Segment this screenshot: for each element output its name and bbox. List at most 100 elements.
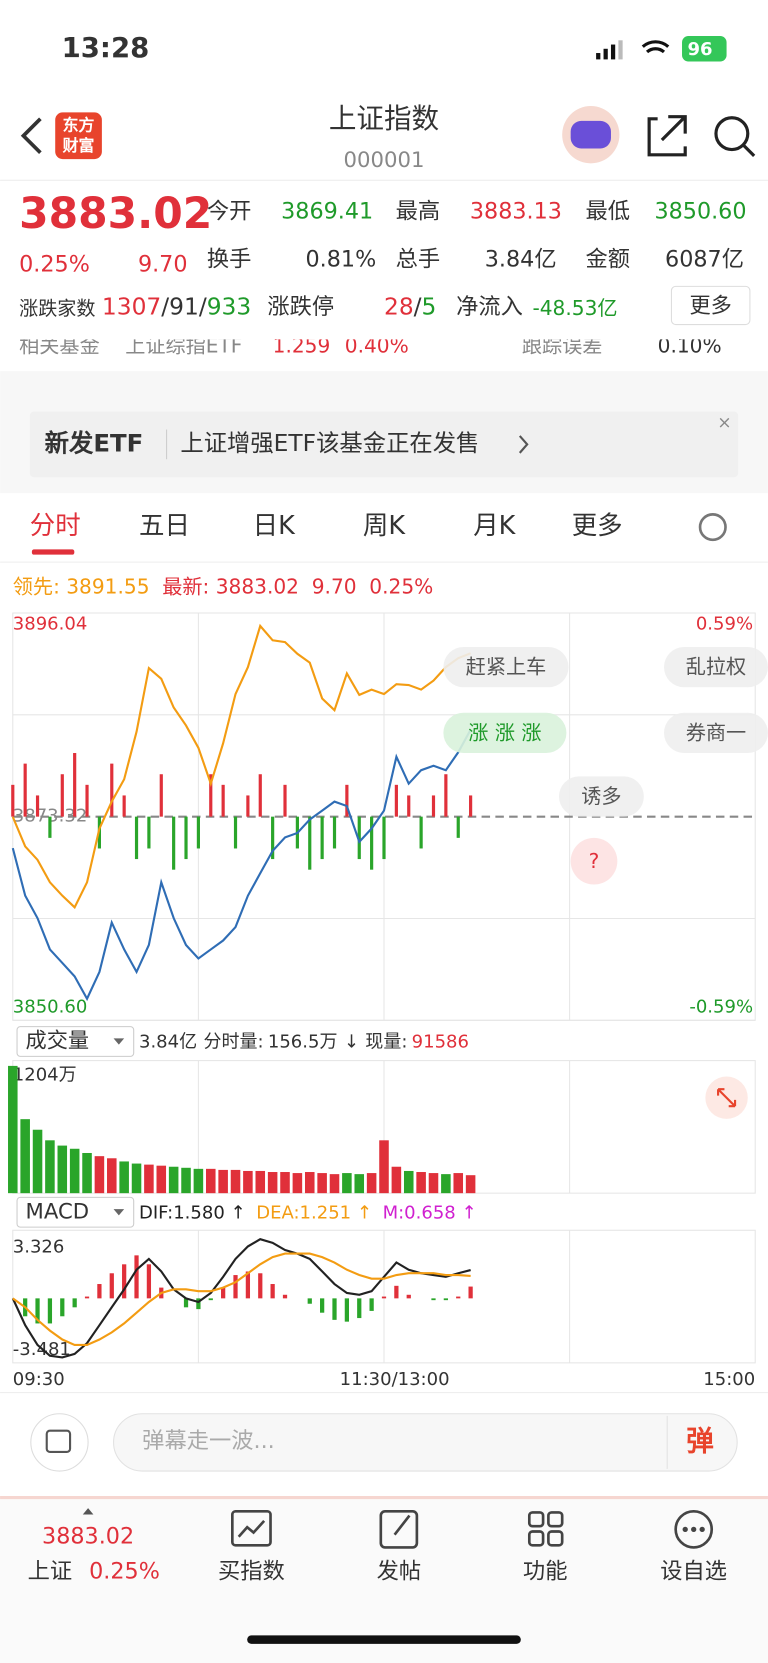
macd-bar: [208, 1298, 213, 1301]
tab[interactable]: 月K: [473, 511, 516, 541]
macd-bar: [406, 1294, 411, 1299]
share-button[interactable]: [647, 115, 687, 157]
macd-bar: [357, 1298, 362, 1319]
icon-grid: [547, 1511, 564, 1528]
strength-bar: [357, 816, 361, 860]
nav-price: 3883.02: [42, 1523, 134, 1549]
macd-bar: [332, 1298, 337, 1320]
danmaku-pill[interactable]: [443, 712, 567, 754]
volume-bar: [181, 1167, 191, 1194]
more-dots: [682, 1526, 705, 1533]
strength-bar: [159, 774, 163, 817]
logo-text: 财富: [63, 136, 95, 155]
danmaku-text: 涨 涨 涨: [468, 720, 541, 744]
change: 9.70: [138, 252, 188, 278]
danmaku-pill[interactable]: [663, 712, 768, 754]
volume-bar: [218, 1169, 228, 1194]
logo-text: 东方: [63, 116, 95, 135]
close-banner[interactable]: ×: [717, 412, 731, 432]
icon-grid: [527, 1511, 545, 1528]
danmaku-text: 诱多: [581, 784, 621, 808]
change-pct: 0.25%: [19, 252, 90, 278]
signal-icon: [596, 40, 623, 60]
volume-bar: [32, 1129, 43, 1194]
nav-item[interactable]: 功能: [523, 1558, 568, 1584]
error-value: 0.10%: [658, 333, 722, 357]
volume-bar: [391, 1166, 402, 1194]
field-label: 总手: [396, 246, 441, 272]
macd-bar: [468, 1286, 473, 1299]
icon-pen: [393, 1514, 411, 1536]
volume-bar: [131, 1163, 142, 1194]
strength-bar: [308, 816, 312, 870]
home-indicator: [247, 1635, 521, 1644]
volume-bar: [205, 1168, 216, 1194]
nav-item[interactable]: 设自选: [660, 1558, 727, 1584]
strength-bar: [258, 774, 262, 817]
strength-bar: [73, 753, 77, 817]
strength-bar: [221, 784, 225, 817]
tab-underline: [31, 549, 75, 555]
volume-bar: [243, 1170, 253, 1194]
tab[interactable]: 更多: [572, 511, 623, 541]
inflow: -48.53亿: [532, 296, 617, 320]
indicator-select[interactable]: [16, 1026, 135, 1057]
nav-item[interactable]: 买指数: [218, 1558, 285, 1584]
up-arrow: [82, 1508, 94, 1515]
macd-bar: [109, 1273, 114, 1299]
danmaku-pill[interactable]: [558, 776, 644, 817]
dropdown-arrow: [113, 1038, 125, 1045]
strength-bar: [35, 795, 40, 817]
limit-down: 5: [422, 292, 437, 320]
volume-bar: [403, 1170, 414, 1194]
strength-bar: [456, 816, 460, 838]
danmaku-pill[interactable]: [443, 646, 569, 688]
field-value: 3.84亿: [485, 246, 557, 272]
back-button[interactable]: [20, 117, 42, 155]
tab[interactable]: 五日: [139, 511, 190, 541]
danmaku-button[interactable]: 弹: [686, 1424, 714, 1457]
volume-bar: [453, 1173, 464, 1194]
etf-banner[interactable]: [29, 411, 739, 478]
volume-bar: [441, 1174, 451, 1194]
danmaku-pill[interactable]: [663, 646, 768, 688]
y-tick-label: 3850.60: [13, 997, 88, 1018]
settings-button[interactable]: [698, 513, 727, 542]
series-line: [11, 623, 472, 910]
macd-bar: [146, 1264, 152, 1299]
battery-icon: [682, 36, 727, 62]
indicator-select[interactable]: [16, 1196, 135, 1228]
strength-bar: [332, 816, 337, 849]
nav-item[interactable]: 发帖: [377, 1558, 422, 1584]
breadth-label: 涨跌家数: [19, 297, 95, 320]
fund-pct: 0.40%: [345, 333, 409, 357]
macd-bar: [47, 1298, 53, 1324]
macd-bar: [282, 1294, 288, 1299]
macd-bar: [456, 1296, 461, 1299]
current-label: 现量:: [365, 1032, 407, 1053]
volume-bar: [119, 1161, 129, 1194]
fund-label: 相关基金: [19, 333, 100, 357]
strength-bar: [23, 763, 27, 817]
strength-bar: [184, 816, 188, 860]
comment-input[interactable]: [113, 1413, 738, 1472]
strength-bar: [246, 795, 250, 817]
tab[interactable]: 分时: [30, 511, 81, 541]
search-button[interactable]: [714, 116, 750, 152]
danmaku-pill[interactable]: [570, 837, 618, 885]
more-button[interactable]: [670, 285, 751, 326]
tab[interactable]: 周K: [363, 511, 406, 541]
strength-bar: [283, 784, 287, 817]
minute-volume: 156.5万: [268, 1032, 338, 1053]
strength-bar: [431, 795, 436, 817]
more-label: 更多: [689, 294, 731, 319]
tab[interactable]: 日K: [253, 511, 296, 541]
volume-bar: [69, 1148, 80, 1194]
macd-bar: [394, 1285, 399, 1299]
volume-bar: [156, 1165, 167, 1194]
banner-tag: 新发ETF: [45, 428, 144, 457]
macd-bar: [97, 1284, 102, 1299]
danmaku-settings[interactable]: [30, 1413, 89, 1472]
